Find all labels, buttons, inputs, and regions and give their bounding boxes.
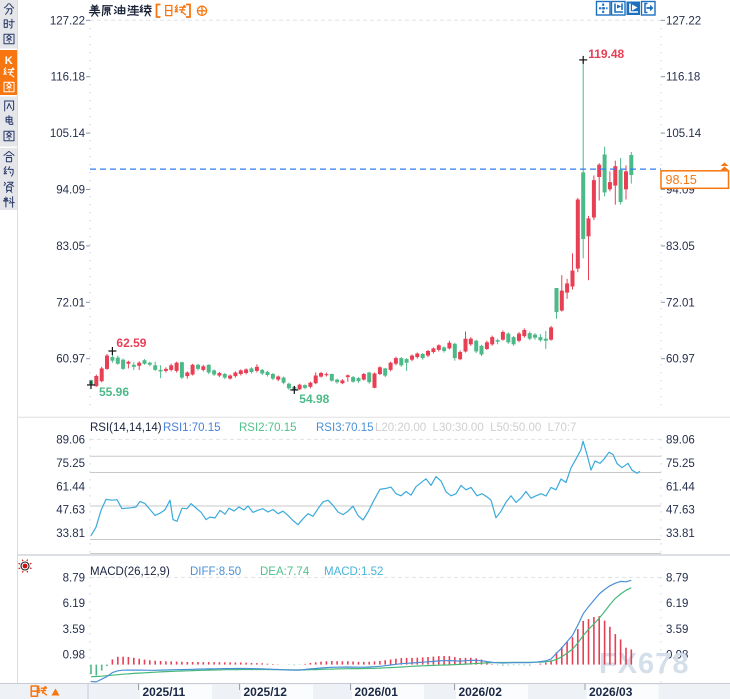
svg-text:72.01: 72.01 [56,297,85,309]
svg-text:K: K [5,55,13,67]
svg-text:6.19: 6.19 [63,598,85,610]
svg-text:DEA:7.74: DEA:7.74 [260,566,310,578]
svg-text:2025/11: 2025/11 [143,685,186,699]
svg-text:RSI2:70.15: RSI2:70.15 [239,422,297,434]
svg-text:RSI1:70.15: RSI1:70.15 [163,422,221,434]
svg-text:2026/03: 2026/03 [589,685,633,699]
svg-text:2025/12: 2025/12 [244,685,288,699]
svg-text:6.19: 6.19 [666,598,688,610]
svg-text:RSI3:70.15: RSI3:70.15 [316,422,374,434]
svg-text:8.79: 8.79 [666,572,688,584]
svg-text:MACD:1.52: MACD:1.52 [324,566,383,578]
svg-text:60.97: 60.97 [56,354,85,366]
svg-text:47.63: 47.63 [666,505,695,517]
svg-text:33.81: 33.81 [56,528,85,540]
svg-text:2026/02: 2026/02 [459,685,503,699]
svg-text:60.97: 60.97 [666,354,695,366]
svg-text:127.22: 127.22 [50,15,85,27]
svg-text:2026/01: 2026/01 [355,685,399,699]
svg-text:89.06: 89.06 [666,434,695,446]
svg-text:83.05: 83.05 [56,241,85,253]
svg-text:0.98: 0.98 [666,650,688,662]
svg-text:RSI(14,14,14): RSI(14,14,14) [90,422,162,434]
svg-text:119.48: 119.48 [588,47,624,61]
svg-text:89.06: 89.06 [56,434,85,446]
svg-text:75.25: 75.25 [56,458,85,470]
svg-text:54.98: 54.98 [299,392,329,406]
svg-text:116.18: 116.18 [51,72,85,84]
svg-text:72.01: 72.01 [666,297,695,309]
svg-text:116.18: 116.18 [666,72,700,84]
svg-text:33.81: 33.81 [666,528,695,540]
svg-text:127.22: 127.22 [666,15,701,27]
svg-text:L20:20.00 L30:30.00 L50:50.0: L20:20.00 L30:30.00 L50:50.00 L70:7 [375,422,576,434]
svg-text:8.79: 8.79 [63,572,85,584]
svg-text:61.44: 61.44 [666,481,695,493]
svg-text:3.59: 3.59 [63,624,85,636]
svg-text:3.59: 3.59 [666,624,688,636]
svg-text:47.63: 47.63 [56,505,85,517]
svg-text:94.09: 94.09 [56,185,85,197]
svg-text:83.05: 83.05 [666,241,695,253]
svg-text:55.96: 55.96 [99,385,129,399]
svg-text:98.15: 98.15 [666,173,697,187]
svg-text:0.98: 0.98 [63,650,85,662]
svg-text:61.44: 61.44 [56,481,85,493]
svg-text:75.25: 75.25 [666,458,695,470]
svg-text:105.14: 105.14 [50,128,86,140]
svg-text:105.14: 105.14 [666,128,702,140]
svg-text:FX678: FX678 [599,648,689,680]
svg-text:DIFF:8.50: DIFF:8.50 [190,566,241,578]
svg-text:MACD(26,12,9): MACD(26,12,9) [90,566,170,578]
svg-text:62.59: 62.59 [116,336,146,350]
